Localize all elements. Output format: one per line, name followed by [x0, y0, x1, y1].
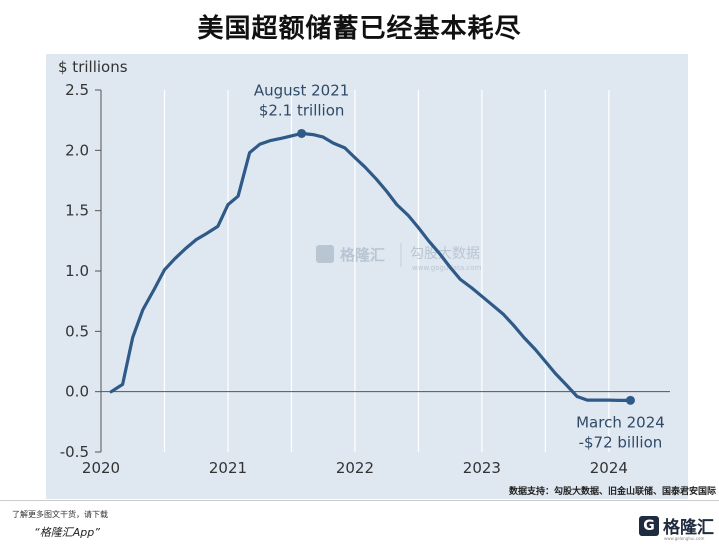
annotation-value: -$72 billion [579, 433, 663, 451]
watermark-partner: 勾股大数据 [410, 246, 480, 262]
brand-logo-block: G 格隆汇 [639, 513, 714, 538]
source-note: 数据支持：勾股大数据、旧金山联储、国泰君安国际 [509, 487, 717, 497]
x-tick-label: 2024 [590, 459, 628, 477]
annotation-marker [297, 128, 307, 138]
x-tick-label: 2022 [336, 459, 374, 477]
footer-app-name: “格隆汇App” [34, 526, 100, 539]
watermark-group: 格隆汇 勾股大数据 www.gogudata.com [316, 243, 481, 272]
watermark: 格隆汇 勾股大数据 www.gogudata.com [316, 243, 481, 272]
y-tick-label: 0.5 [65, 322, 89, 340]
x-tick-label: 2020 [82, 459, 120, 477]
y-axis-label: $ trillions [58, 58, 128, 76]
y-tick-label: 2.5 [65, 81, 89, 99]
annotations: August 2021 $2.1 trillion March 2024 -$72 b… [254, 81, 665, 451]
watermark-site: www.gogudata.com [412, 264, 481, 272]
y-tick-label: 2.0 [65, 141, 89, 159]
tick-labels: -0.5 0.0 0.5 1.0 1.5 2.0 2.5 2020 2021 2022 2023 20… [60, 81, 628, 477]
y-tick-label: -0.5 [60, 443, 89, 461]
x-tick-label: 2021 [209, 459, 247, 477]
footer-note: 了解更多图文干货，请下载 [12, 510, 108, 519]
chart-title: 美国超额储蓄已经基本耗尽 [197, 14, 522, 44]
footer-divider [0, 500, 719, 501]
y-tick-label: 0.0 [65, 383, 89, 401]
brand-logo-icon: G [639, 515, 659, 536]
annotation-marker [625, 395, 635, 405]
grid-lines [163, 90, 610, 452]
x-tick-label: 2023 [463, 459, 501, 477]
series-group [109, 131, 633, 402]
y-tick-label: 1.5 [65, 202, 89, 220]
chart-panel [46, 54, 688, 499]
annotation-value: $2.1 trillion [259, 101, 345, 119]
brand-name: 格隆汇 [663, 518, 714, 538]
series-line [109, 131, 633, 402]
watermark-logo-icon [316, 245, 334, 263]
annotation-label: August 2021 [254, 81, 349, 99]
brand-site: www.gelonghui.com [664, 536, 705, 541]
annotation-label: March 2024 [576, 413, 665, 431]
axes [95, 89, 670, 453]
y-tick-label: 1.0 [65, 262, 89, 280]
watermark-brand: 格隆汇 [340, 246, 385, 264]
